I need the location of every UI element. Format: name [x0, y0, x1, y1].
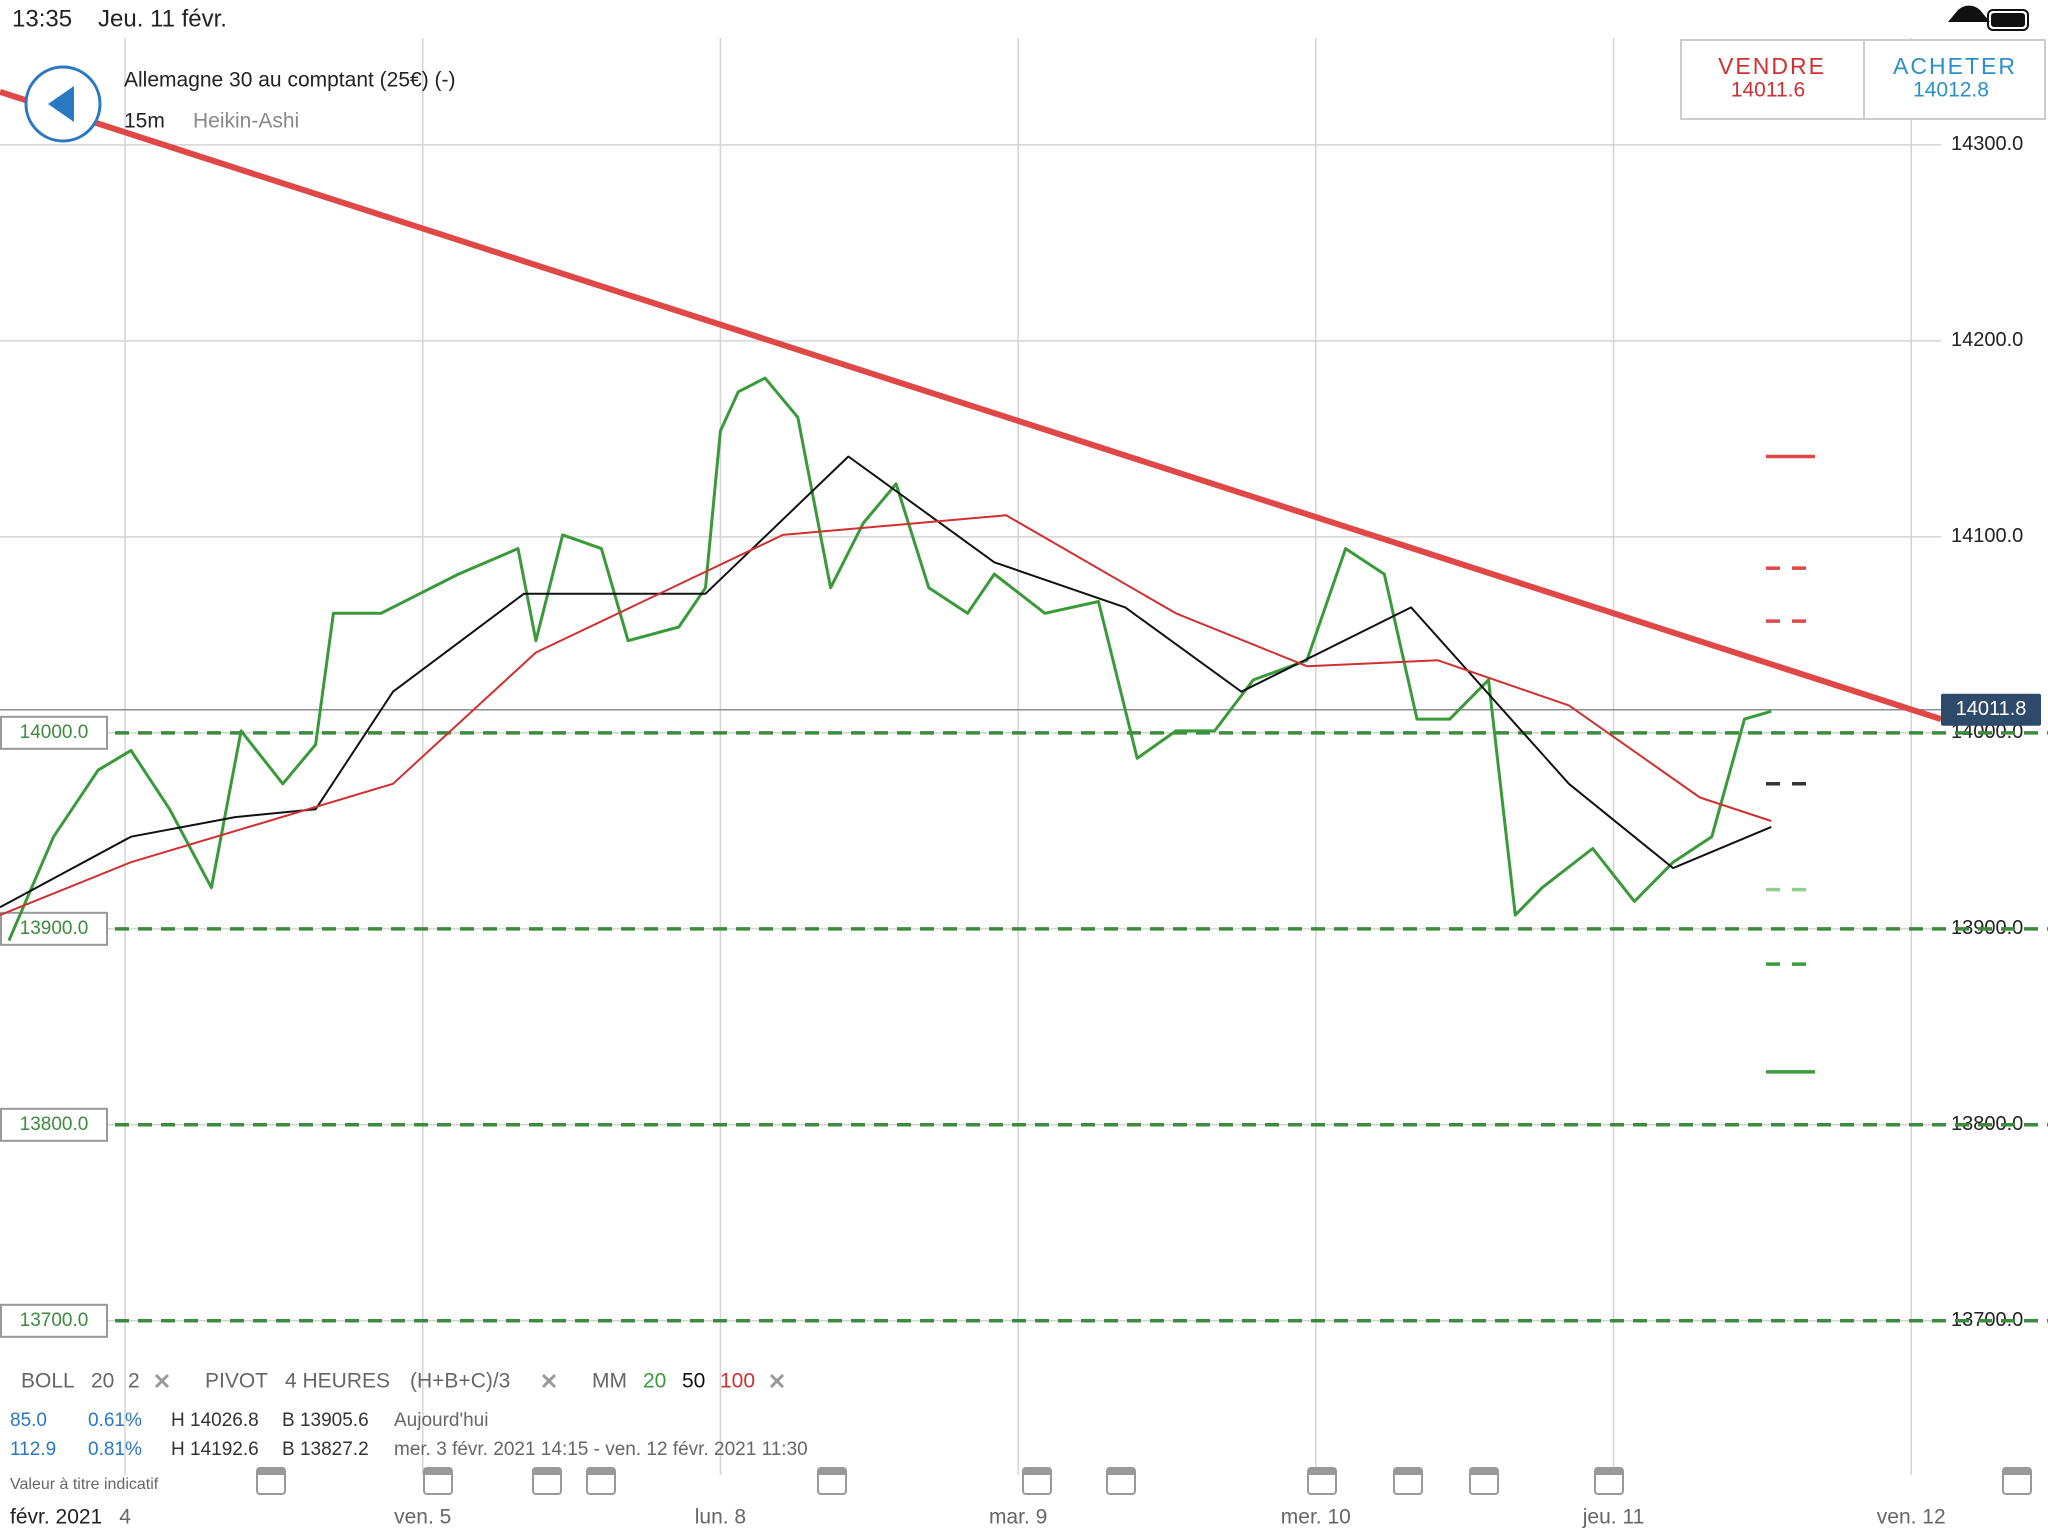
calendar-top — [587, 1468, 615, 1475]
interval[interactable]: 15m — [124, 110, 165, 133]
calendar-top — [1394, 1468, 1422, 1475]
calendar-icon[interactable] — [586, 1467, 616, 1495]
status-icons — [1948, 5, 2029, 31]
calendar-top — [533, 1468, 561, 1475]
calendar-icon[interactable] — [1469, 1467, 1499, 1495]
calendar-icon[interactable] — [256, 1467, 286, 1495]
trend-line — [0, 89, 1942, 722]
buy-price: 14012.8 — [1913, 79, 1989, 102]
mm-name[interactable]: MM — [592, 1370, 627, 1393]
pivot-period: 4 HEURES — [285, 1370, 390, 1393]
buy-label: ACHETER — [1893, 53, 2017, 79]
series-line — [7, 376, 1772, 942]
pivot-formula: (H+B+C)/3 — [410, 1370, 510, 1393]
x-tick-label: jeu. 11 — [1582, 1506, 1645, 1529]
stat-cell: Aujourd'hui — [394, 1410, 488, 1431]
calendar-icon[interactable] — [817, 1467, 847, 1495]
stat-cell: B 13905.6 — [282, 1410, 369, 1431]
stat-cell: H 14192.6 — [171, 1439, 259, 1460]
status-date: Jeu. 11 févr. — [98, 5, 227, 32]
x-tick-label: ven. 12 — [1877, 1506, 1946, 1529]
mm-period-1: 20 — [643, 1370, 666, 1393]
y-tick-label: 14300.0 — [1951, 133, 2023, 155]
indicator-legend: BOLL 20 2 PIVOT 4 HEURES (H+B+C)/3 MM 20… — [21, 1370, 785, 1393]
x-tick-label: ven. 5 — [394, 1506, 451, 1529]
level-label-box — [0, 911, 108, 946]
series-line — [0, 455, 1772, 909]
calendar-icon[interactable] — [423, 1467, 453, 1495]
x-tick-label: mar. 9 — [989, 1506, 1047, 1529]
x-tick-label: lun. 8 — [695, 1506, 746, 1529]
calendar-icon[interactable] — [532, 1467, 562, 1495]
chart-style[interactable]: Heikin-Ashi — [193, 110, 299, 133]
stat-cell: 85.0 — [10, 1410, 47, 1431]
level-label-box — [0, 715, 108, 750]
calendar-top — [1595, 1468, 1623, 1475]
sell-price: 14011.6 — [1731, 79, 1805, 102]
y-tick-label: 14200.0 — [1951, 329, 2023, 351]
level-label: 14000.0 — [20, 722, 89, 743]
calendar-icon[interactable] — [2002, 1467, 2032, 1495]
plot: 4 ven. 5 lun. 8 mar. 9 mer. 10 jeu. 11 ven. 12… — [0, 38, 2048, 1529]
stats: 85.0 0.61% H 14026.8 B 13905.6 Aujourd'hui 11… — [10, 1410, 808, 1460]
sell-button[interactable]: VENDRE 14011.6 — [1680, 39, 1865, 120]
stat-cell: H 14026.8 — [171, 1410, 259, 1431]
level-label-box — [0, 1303, 108, 1338]
month-label: févr. 2021 — [10, 1506, 102, 1529]
pivot-name[interactable]: PIVOT — [205, 1370, 268, 1393]
last-price-label: 14011.8 — [1956, 698, 2027, 720]
mm-period-2: 50 — [682, 1370, 705, 1393]
calendar-icon[interactable] — [1594, 1467, 1624, 1495]
x-tick-label: mer. 10 — [1281, 1506, 1351, 1529]
mm-period-3: 100 — [720, 1370, 755, 1393]
instrument-title: Allemagne 30 au comptant (25€) (-) — [124, 69, 456, 92]
series-line — [0, 514, 1772, 917]
level-label: 13700.0 — [20, 1310, 89, 1331]
calendar-top — [1023, 1468, 1051, 1475]
stat-cell: 0.81% — [88, 1439, 142, 1460]
boll-period: 20 — [91, 1370, 114, 1393]
remove-pivot[interactable] — [541, 1373, 557, 1389]
x-tick-label: 4 — [119, 1506, 131, 1529]
last-price-box — [1941, 693, 2041, 726]
calendar-top — [2003, 1468, 2031, 1475]
level-label: 13800.0 — [20, 1114, 89, 1135]
calendar-top — [257, 1468, 285, 1475]
disclaimer: Valeur à titre indicatif — [10, 1476, 159, 1493]
calendar-top — [1107, 1468, 1135, 1475]
y-tick-label: 14100.0 — [1951, 525, 2023, 547]
calendar-icon[interactable] — [1307, 1467, 1337, 1495]
calendar-icon[interactable] — [1022, 1467, 1052, 1495]
buy-button[interactable]: ACHETER 14012.8 — [1863, 39, 2046, 120]
calendar-icon[interactable] — [1393, 1467, 1423, 1495]
boll-deviation: 2 — [128, 1370, 140, 1393]
calendar-icon[interactable] — [1106, 1467, 1136, 1495]
stat-cell: B 13827.2 — [282, 1439, 369, 1460]
stat-cell: 112.9 — [10, 1439, 56, 1460]
remove-boll[interactable] — [154, 1373, 170, 1389]
level-label: 13900.0 — [20, 918, 89, 939]
remove-mm[interactable] — [769, 1373, 785, 1389]
boll-name[interactable]: BOLL — [21, 1370, 75, 1393]
stat-cell: mer. 3 févr. 2021 14:15 - ven. 12 févr. … — [394, 1439, 808, 1460]
calendar-top — [424, 1468, 452, 1475]
level-label-box — [0, 1107, 108, 1142]
sell-label: VENDRE — [1718, 53, 1826, 79]
calendar-top — [1470, 1468, 1498, 1475]
stat-cell: 0.61% — [88, 1410, 142, 1431]
back-button[interactable] — [24, 65, 102, 143]
month-bg — [0, 1500, 112, 1536]
calendar-top — [1308, 1468, 1336, 1475]
calendar-top — [818, 1468, 846, 1475]
status-time: 13:35 — [12, 5, 72, 32]
